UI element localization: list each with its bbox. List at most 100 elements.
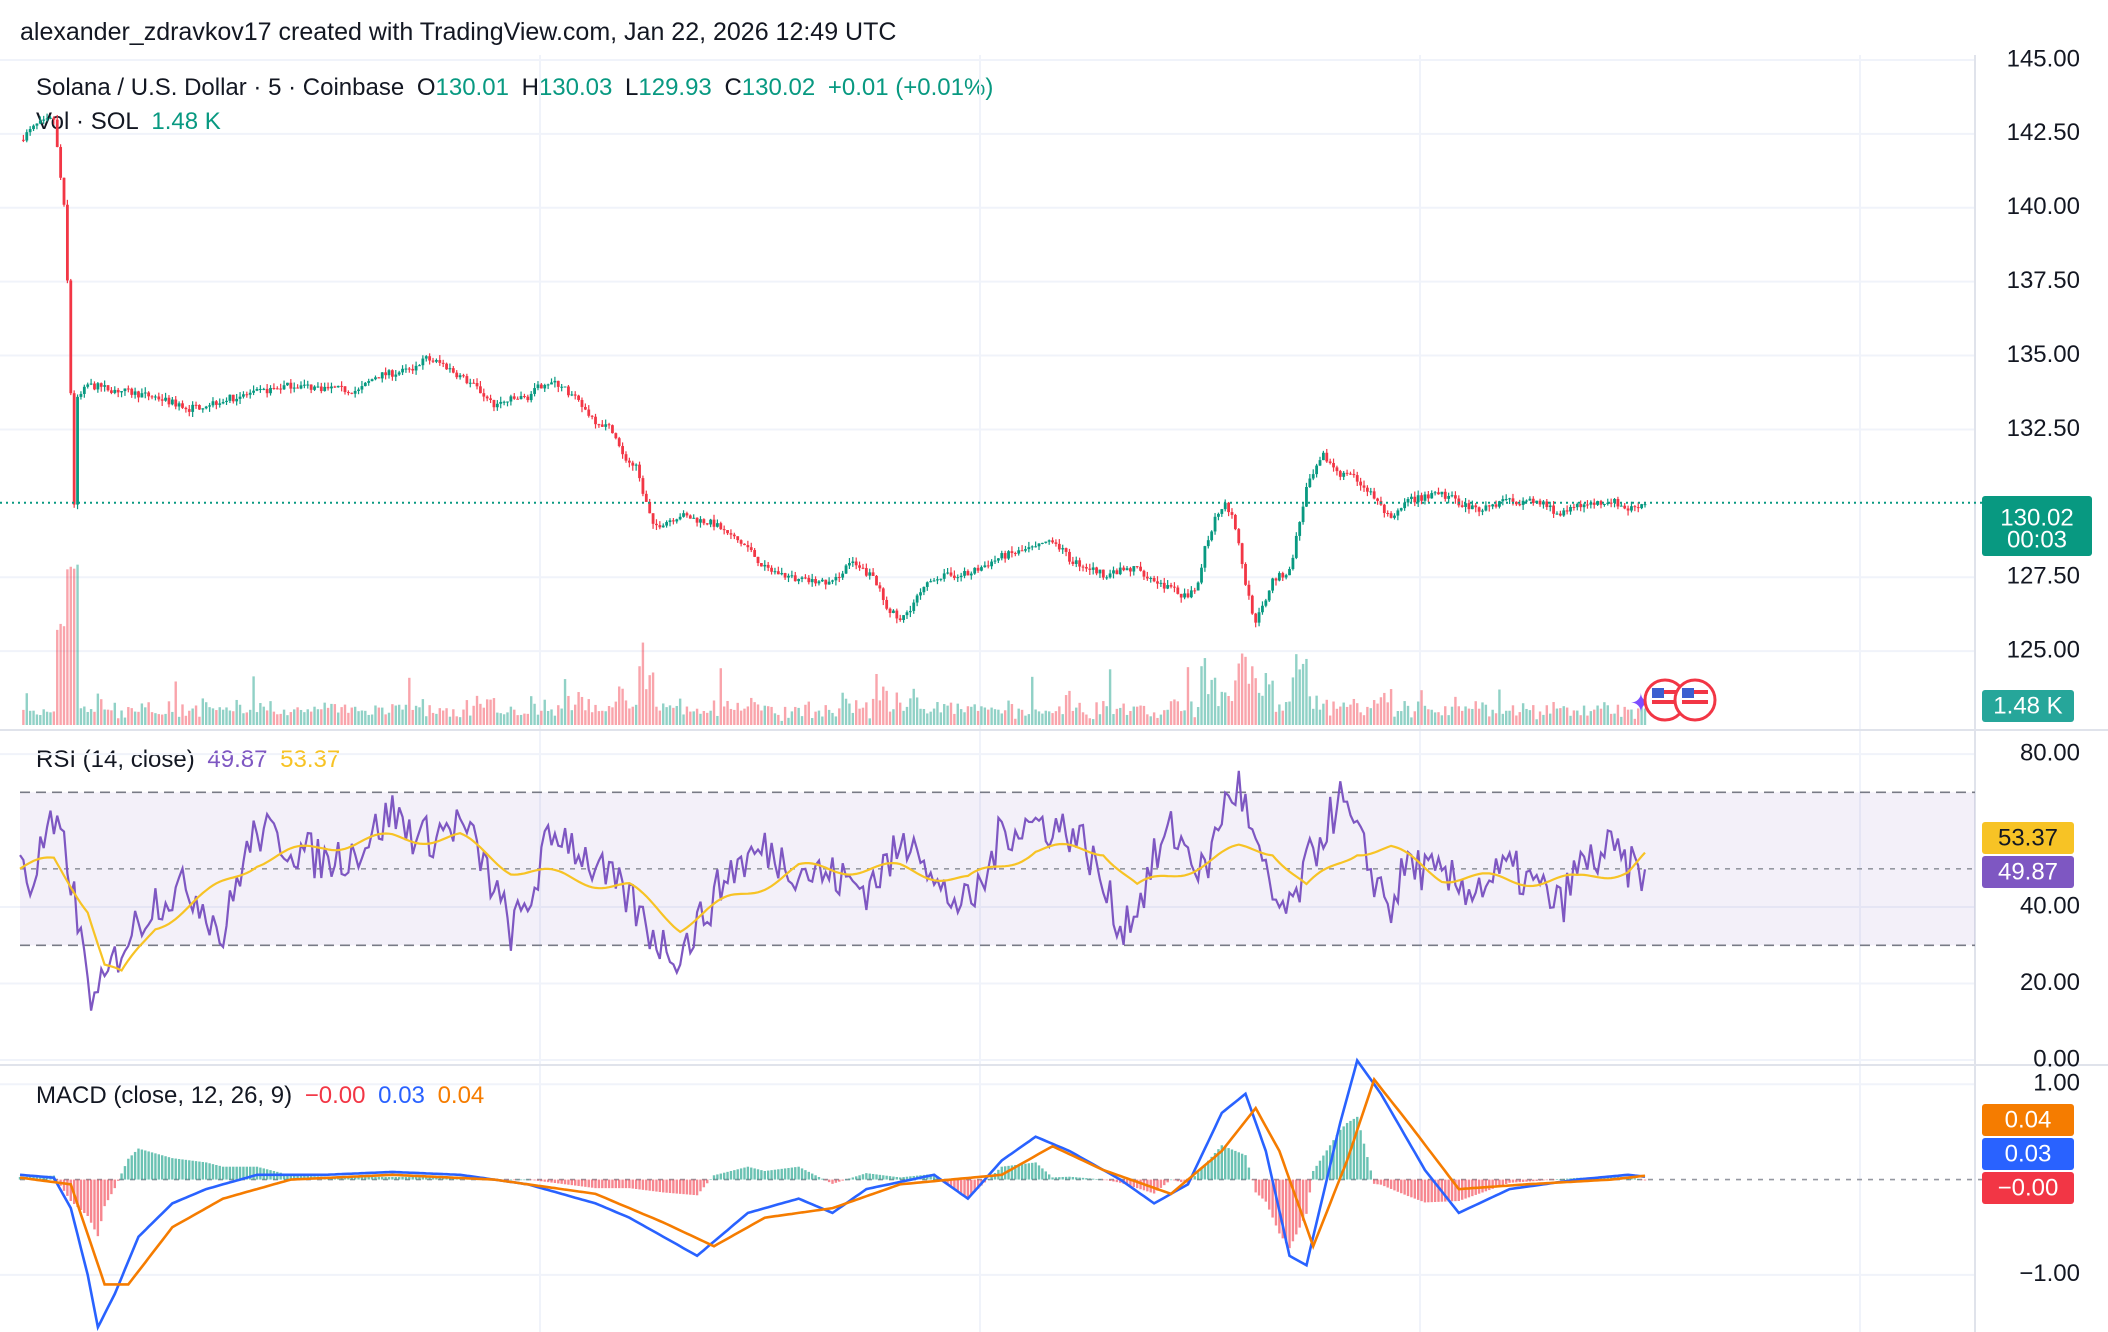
candle-body: [1054, 542, 1058, 544]
volume-bar: [1488, 716, 1491, 725]
macd-tag: [1982, 1138, 2074, 1170]
volume-bar: [936, 702, 939, 725]
volume-bar: [854, 700, 858, 725]
economic-events[interactable]: ✦: [1630, 678, 1717, 722]
candle-body: [699, 519, 702, 523]
candle-body: [614, 433, 618, 439]
macd-hist-bar: [249, 1166, 252, 1180]
price-tick-label: 125.00: [2007, 636, 2080, 663]
volume-bar: [496, 712, 499, 725]
macd-hist-bar: [130, 1155, 133, 1180]
symbol-label[interactable]: Solana / U.S. Dollar · 5 · Coinbase: [36, 74, 405, 101]
candle-body: [644, 493, 648, 502]
candle-body: [570, 394, 574, 396]
volume-bar: [614, 701, 618, 725]
macd-hist-bar: [1159, 1179, 1163, 1188]
macd-hist-bar: [543, 1179, 546, 1182]
volume-bar: [597, 711, 601, 725]
volume-bar: [1031, 676, 1034, 725]
volume-bar: [1501, 713, 1505, 725]
volume-bar: [516, 715, 519, 725]
candle-body: [201, 408, 205, 410]
volume-bar: [783, 706, 787, 725]
macd-hist-bar: [570, 1179, 574, 1186]
rsi-tick-label: 80.00: [2020, 739, 2080, 766]
macd-hist-bar: [100, 1179, 103, 1222]
candle-body: [766, 564, 770, 568]
candle-body: [1122, 567, 1126, 571]
volume-bar: [1281, 710, 1284, 725]
volume-bar: [174, 681, 177, 725]
macd-hist-bar: [662, 1179, 665, 1193]
macd-hist-bar: [1312, 1170, 1315, 1180]
macd-hist-bar: [712, 1175, 716, 1180]
price-scale[interactable]: 145.00 142.50 140.00 137.50 135.00 132.50 127.…: [2007, 45, 2080, 1287]
macd-hist-bar: [540, 1179, 543, 1182]
candle-body: [1000, 553, 1004, 559]
volume-bar: [594, 704, 597, 725]
volume-bar: [997, 709, 1000, 725]
macd-hist-bar: [597, 1179, 601, 1189]
candle-body: [678, 516, 682, 520]
candle-body: [1030, 546, 1034, 548]
macd-hist-bar: [882, 1175, 885, 1180]
volume-bar: [543, 699, 546, 725]
volume-bar: [83, 706, 86, 725]
volume-bar: [22, 709, 25, 725]
volume-bar: [1633, 718, 1637, 725]
candle-body: [1498, 501, 1501, 507]
candle-body: [1017, 550, 1021, 554]
volume-bar: [1508, 710, 1511, 725]
macd-hist-bar: [634, 1179, 638, 1189]
macd-hist-bar: [1054, 1177, 1058, 1180]
macd-hist-bar: [706, 1179, 709, 1184]
volume-bar: [1156, 717, 1159, 725]
macd-hist-bar: [255, 1166, 259, 1180]
macd-hist-bar: [431, 1176, 435, 1180]
candle-body: [661, 525, 665, 528]
volume-bar: [509, 706, 513, 725]
candle-body: [665, 522, 669, 526]
volume-bar: [286, 715, 289, 725]
volume-bar: [133, 711, 137, 725]
candle-body: [1003, 553, 1007, 559]
macd-hist-bar: [1091, 1178, 1095, 1180]
candle-body: [1156, 581, 1159, 584]
candle-body: [512, 396, 516, 399]
macd-label[interactable]: MACD (close, 12, 26, 9): [36, 1082, 293, 1109]
volume-label[interactable]: Vol · SOL: [36, 108, 139, 135]
macd-hist-bar: [773, 1169, 777, 1180]
candle-body: [1491, 504, 1495, 507]
candle-body: [191, 404, 195, 412]
candle-body: [323, 386, 327, 392]
macd-hist-bar: [374, 1176, 377, 1180]
volume-bar: [1599, 708, 1603, 725]
price-tick-label: 137.50: [2007, 267, 2080, 294]
macd-hist-bar: [1444, 1179, 1447, 1202]
candle-body: [969, 573, 973, 576]
volume-bar: [682, 714, 685, 725]
volume-bar: [1298, 669, 1301, 725]
candle-body: [1416, 495, 1420, 503]
candle-body: [1531, 498, 1535, 504]
price-legend: Solana / U.S. Dollar · 5 · Coinbase O130…: [36, 74, 999, 102]
candle-body: [763, 564, 767, 567]
volume-bar: [1284, 702, 1288, 725]
volume-bars: [22, 564, 1647, 725]
volume-bar: [1603, 702, 1606, 725]
candle-body: [333, 386, 337, 388]
candle-body: [1396, 510, 1400, 516]
candle-body: [52, 117, 56, 120]
candle-body: [1311, 474, 1315, 479]
candle-body: [936, 579, 939, 581]
candle-body: [905, 612, 909, 616]
macd-hist-bar: [1508, 1179, 1511, 1183]
volume-bar: [1190, 701, 1193, 725]
candle-body: [279, 388, 283, 390]
volume-bar: [1230, 701, 1234, 725]
volume-bar: [902, 710, 905, 725]
volume-bar: [245, 712, 249, 725]
rsi-label[interactable]: RSI (14, close): [36, 746, 195, 773]
macd-hist-bar: [1224, 1146, 1227, 1180]
